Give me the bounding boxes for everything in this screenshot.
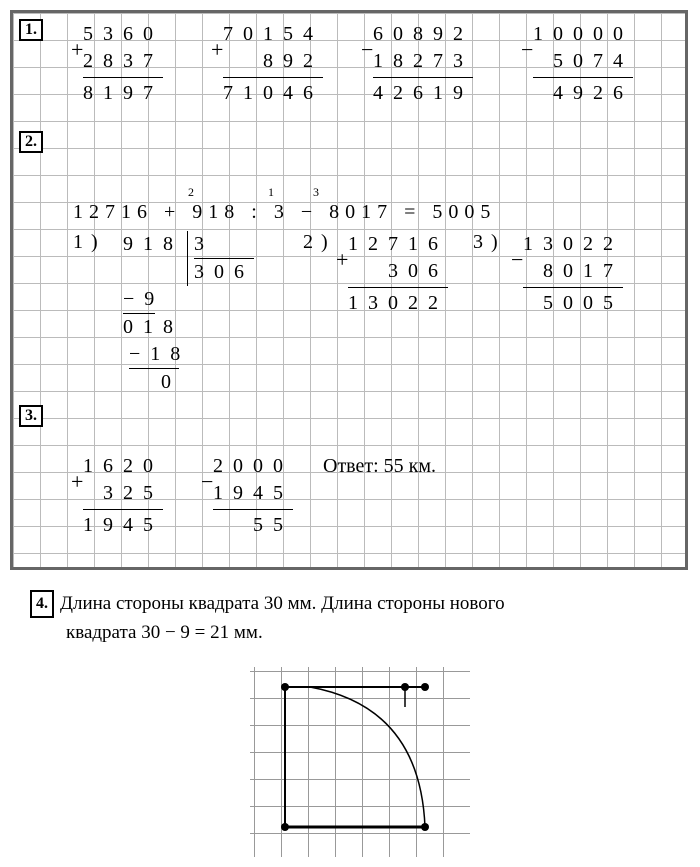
q3-answer: Ответ: 55 км. [323, 455, 436, 478]
q2-step2-col: 12716 306 13022 [348, 231, 448, 317]
q4-section: 4. Длина стороны квадрата 30 мм. Длина ст… [10, 590, 690, 857]
s2-a: 12716 [348, 231, 448, 258]
q3-c2-a: 2000 [213, 453, 293, 480]
q4-text-line2: квадрата 30 − 9 = 21 мм. [30, 619, 690, 648]
q3-label: 3. [19, 405, 43, 427]
minus-sign-1: − [361, 37, 373, 63]
order-1: 1 [268, 185, 274, 200]
q1-p1-a: 5360 [83, 21, 163, 48]
q1-p2-a: 70154 [223, 21, 323, 48]
plus-sign-1: + [71, 37, 83, 63]
dividend: 918 [123, 231, 183, 258]
ld-w3: −18 [129, 341, 179, 369]
q2-label: 2. [19, 131, 43, 153]
q1-p2: 70154 892 71046 [223, 21, 323, 107]
q3-c2: 2000 1945 55 [213, 453, 293, 539]
q3-c1-a: 1620 [83, 453, 163, 480]
q1-p4-a: 10000 [533, 21, 633, 48]
ld-w2: 018 [123, 314, 244, 341]
plus-sign-s2: + [336, 247, 348, 273]
s2-b: 306 [348, 258, 448, 285]
order-3: 3 [313, 185, 319, 200]
overlay: 1. 5360 2837 8197 + 70154 892 71046 + 60… [13, 13, 685, 567]
plus-sign-2: + [211, 37, 223, 63]
ld-w1: −9 [123, 286, 155, 314]
q4-label: 4. [30, 590, 54, 618]
q1-p2-r: 71046 [223, 80, 323, 107]
q1-p3-b: 18273 [373, 48, 473, 75]
plus-sign-q3: + [71, 469, 83, 495]
q1-p3-a: 60892 [373, 21, 473, 48]
q3-c1-r: 1945 [83, 512, 163, 539]
square-diagram [250, 667, 470, 857]
q3-c1: 1620 325 1945 [83, 453, 163, 539]
s2-r: 13022 [348, 290, 448, 317]
q1-p1-b: 2837 [83, 48, 163, 75]
q2-expression: 12716 + 918 : 3 − 8017 = 5005 [73, 201, 496, 224]
graph-paper-area: 1. 5360 2837 8197 + 70154 892 71046 + 60… [10, 10, 688, 570]
s3-r: 5005 [523, 290, 623, 317]
s3-b: 8017 [523, 258, 623, 285]
step2-label: 2) [303, 231, 336, 254]
q2-step3-col: 13022 8017 5005 [523, 231, 623, 317]
q4-text-line1: Длина стороны квадрата 30 мм. Длина стор… [60, 593, 505, 614]
minus-sign-q3: − [201, 469, 213, 495]
order-2: 2 [188, 185, 194, 200]
q1-p1-r: 8197 [83, 80, 163, 107]
q1-p3: 60892 18273 42619 [373, 21, 473, 107]
q1-p1: 5360 2837 8197 [83, 21, 163, 107]
divisor: 3 [194, 231, 254, 259]
ld-w4: 0 [161, 369, 244, 396]
q1-p4-b: 5074 [533, 48, 633, 75]
s3-a: 13022 [523, 231, 623, 258]
long-division: 918 3 306 −9 018 −18 0 [123, 231, 254, 396]
step3-label: 3) [473, 231, 506, 254]
minus-sign-s3: − [511, 247, 523, 273]
diagram-svg [250, 667, 470, 857]
q1-p4-r: 4926 [533, 80, 633, 107]
q1-p4: 10000 5074 4926 [533, 21, 633, 107]
q1-p3-r: 42619 [373, 80, 473, 107]
q3-c2-b: 1945 [213, 480, 293, 507]
step1-label: 1) [73, 231, 106, 254]
q1-p2-b: 892 [223, 48, 323, 75]
q3-c1-b: 325 [83, 480, 163, 507]
minus-sign-2: − [521, 37, 533, 63]
q3-c2-r: 55 [213, 512, 293, 539]
q1-label: 1. [19, 19, 43, 41]
quotient: 306 [194, 259, 254, 286]
